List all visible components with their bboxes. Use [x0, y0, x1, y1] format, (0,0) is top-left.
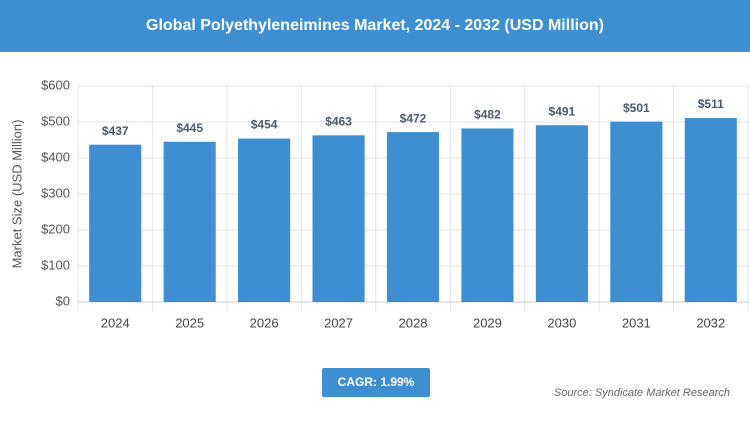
bar — [535, 125, 588, 303]
cagr-label: CAGR: 1.99% — [338, 375, 415, 389]
value-label: $501 — [623, 101, 650, 115]
y-tick-label: $500 — [41, 113, 70, 128]
x-tick-label: 2028 — [399, 315, 428, 330]
x-tick-label: 2030 — [547, 315, 576, 330]
value-label: $472 — [400, 111, 427, 125]
x-tick-label: 2029 — [473, 315, 502, 330]
title-banner — [0, 0, 750, 52]
y-tick-label: $200 — [41, 221, 70, 236]
x-tick-label: 2025 — [175, 315, 204, 330]
bar — [163, 141, 216, 302]
bar — [312, 135, 365, 302]
value-label: $445 — [176, 121, 203, 135]
bar — [238, 138, 291, 302]
bar — [89, 144, 142, 302]
value-label: $454 — [251, 118, 278, 132]
bar — [386, 132, 440, 302]
y-tick-label: $400 — [41, 149, 70, 164]
bar — [610, 121, 663, 302]
y-tick-label: $300 — [41, 185, 70, 200]
source-note: Source: Syndicate Market Research — [554, 387, 730, 399]
y-tick-label: $600 — [41, 77, 70, 92]
y-axis-label: Market Size (USD Million) — [9, 120, 24, 269]
y-tick-label: $0 — [56, 293, 70, 308]
chart-title: Global Polyethyleneimines Market, 2024 -… — [146, 17, 604, 34]
x-tick-label: 2031 — [622, 315, 651, 330]
bar — [461, 128, 514, 302]
x-tick-label: 2032 — [696, 315, 725, 330]
x-tick-label: 2027 — [324, 315, 353, 330]
x-tick-label: 2024 — [101, 315, 130, 330]
value-label: $463 — [325, 114, 352, 128]
value-label: $491 — [549, 104, 576, 118]
cagr-box — [322, 368, 430, 397]
y-tick-label: $100 — [41, 257, 70, 272]
value-label: $482 — [474, 108, 501, 122]
value-label: $437 — [102, 124, 129, 138]
x-tick-label: 2026 — [250, 315, 279, 330]
bar — [684, 118, 737, 302]
value-label: $511 — [698, 97, 724, 111]
